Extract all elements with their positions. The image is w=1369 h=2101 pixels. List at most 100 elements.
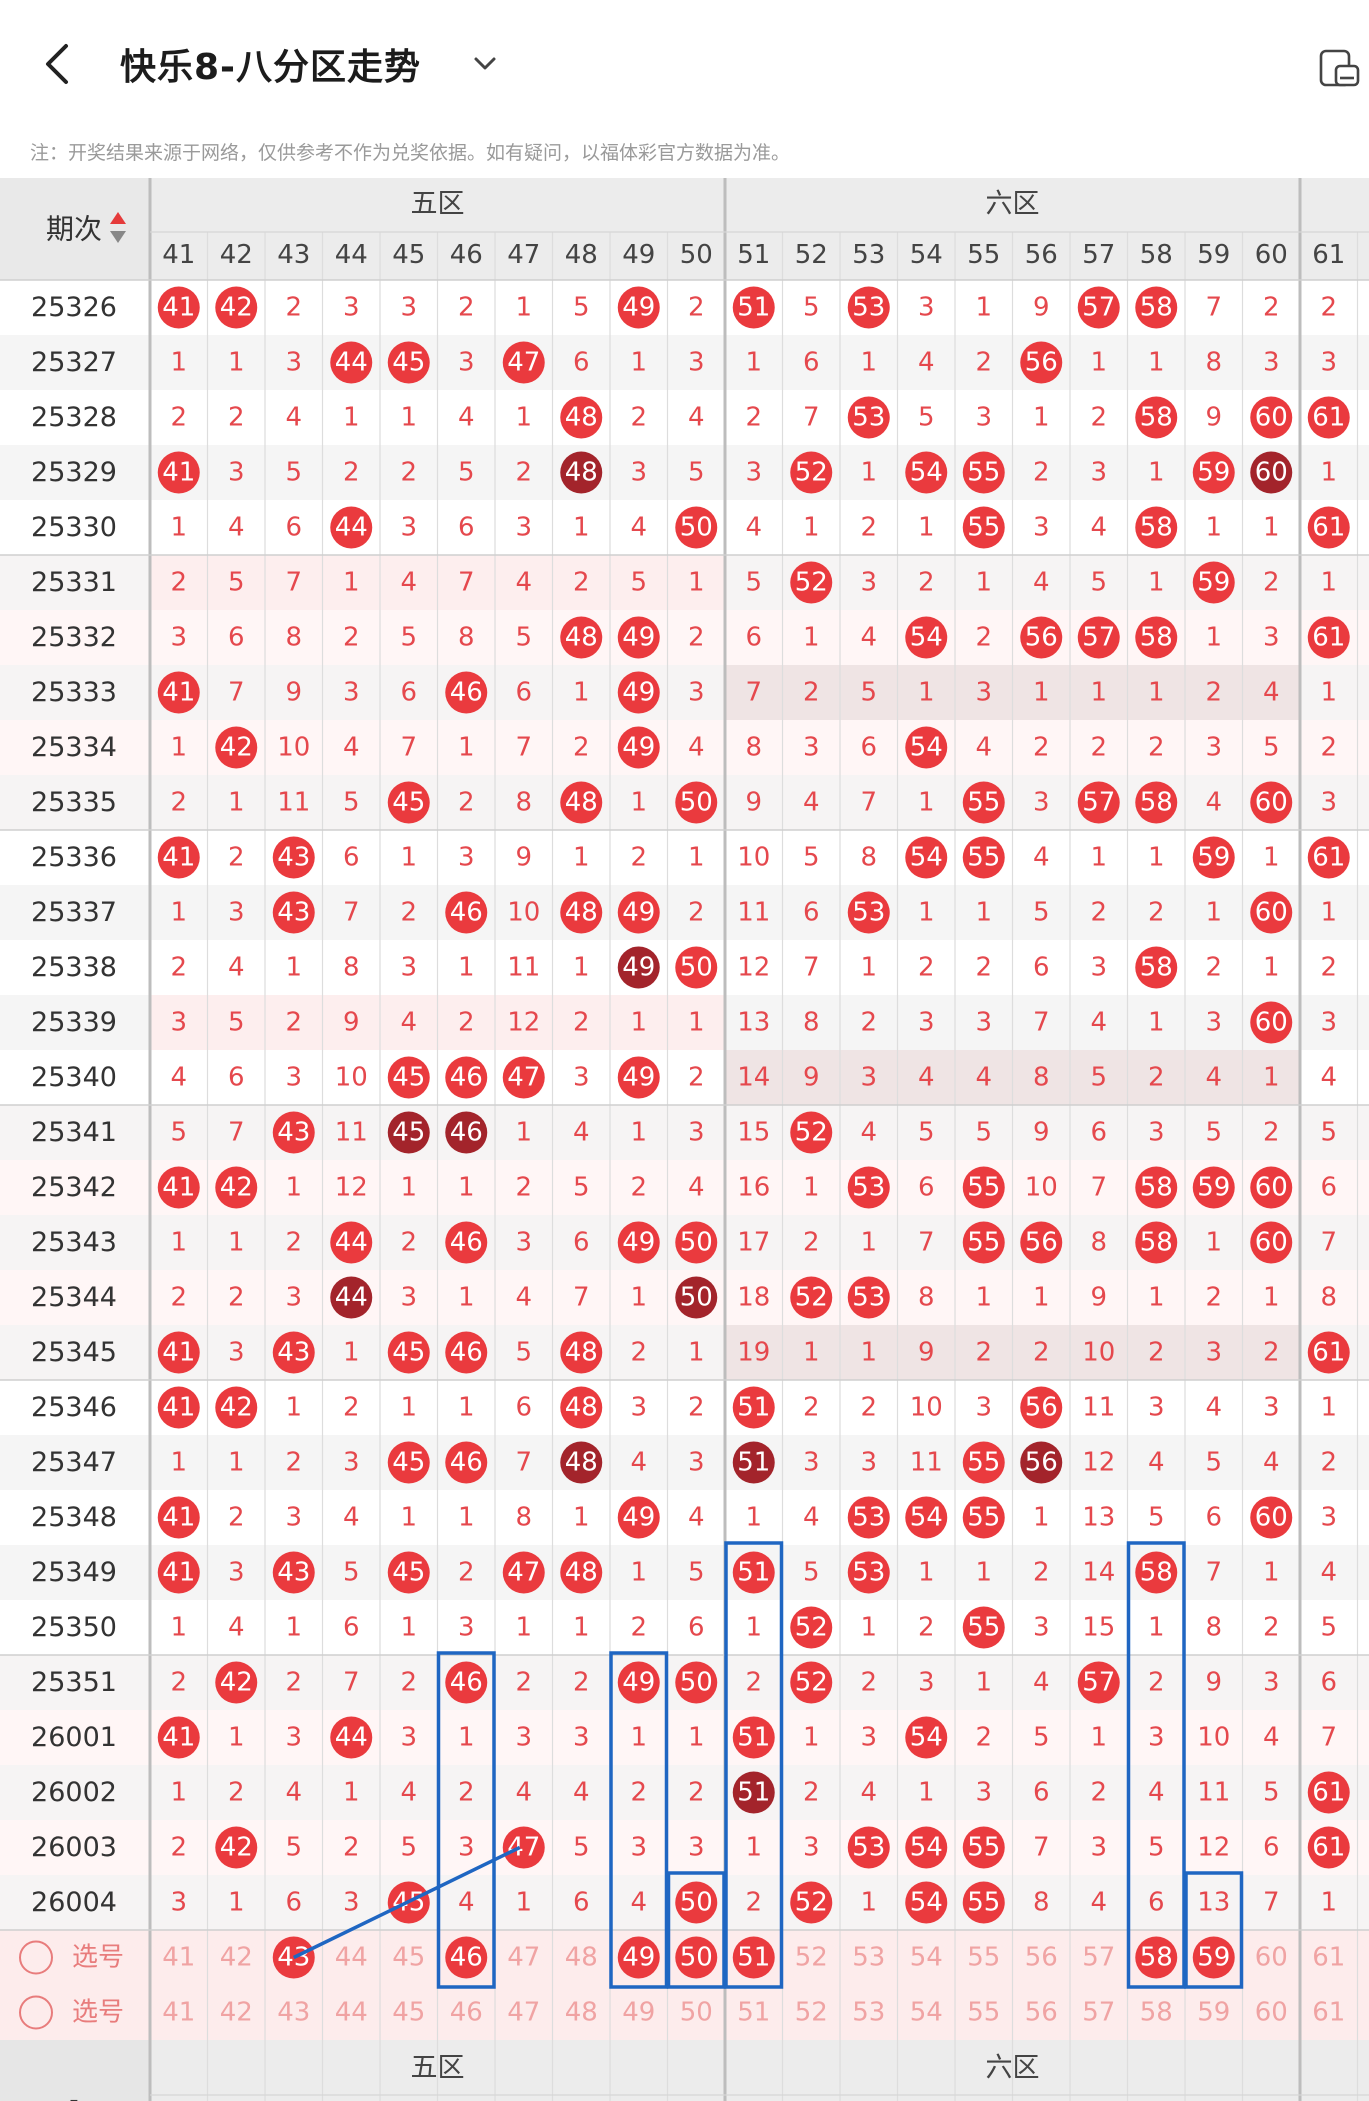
hit-number: 57 — [1082, 788, 1115, 818]
select-radio-icon[interactable] — [19, 1995, 53, 2030]
miss-count: 1 — [1033, 403, 1050, 433]
miss-count: 2 — [573, 1008, 590, 1038]
miss-count: 9 — [1090, 1283, 1107, 1313]
hit-ball — [502, 1056, 545, 1099]
hit-ball — [732, 286, 775, 329]
hit-ball — [617, 616, 660, 659]
miss-count: 3 — [1090, 1833, 1107, 1863]
select-number: 49 — [622, 1998, 655, 2028]
miss-count: 16 — [737, 1173, 770, 1203]
select-radio-icon[interactable] — [19, 1940, 53, 1975]
hit-ball — [847, 396, 890, 439]
hit-number: 49 — [622, 1503, 655, 1533]
miss-count: 2 — [745, 1668, 762, 1698]
hit-number: 60 — [1255, 1173, 1288, 1203]
period-cell: 25330 — [31, 512, 117, 543]
miss-count: 2 — [1263, 1338, 1280, 1368]
hit-number: 56 — [1025, 1228, 1058, 1258]
miss-count: 4 — [1320, 1558, 1337, 1588]
miss-count: 1 — [803, 623, 820, 653]
hit-number: 46 — [450, 1063, 483, 1093]
miss-count: 1 — [918, 1778, 935, 1808]
select-row[interactable] — [0, 1985, 1369, 2040]
layout-toggle-icon[interactable] — [1318, 46, 1362, 90]
miss-count: 1 — [1090, 678, 1107, 708]
chevron-down-icon[interactable] — [470, 48, 500, 78]
miss-count: 9 — [803, 1063, 820, 1093]
page-title[interactable]: 快乐8-八分区走势 — [120, 47, 421, 88]
hit-ball — [157, 671, 200, 714]
hit-number: 52 — [795, 458, 828, 488]
miss-count: 1 — [975, 1668, 992, 1698]
miss-count: 3 — [1320, 1008, 1337, 1038]
select-number: 48 — [565, 1943, 598, 1973]
miss-count: 5 — [400, 1833, 417, 1863]
column-header: 48 — [565, 240, 598, 270]
miss-count: 1 — [860, 1888, 877, 1918]
sort-up-icon[interactable] — [110, 212, 126, 224]
back-icon[interactable] — [38, 40, 78, 88]
table-row — [0, 445, 1369, 500]
hit-ball — [962, 1606, 1005, 1649]
select-number: 48 — [565, 1998, 598, 2028]
hit-ball — [215, 286, 258, 329]
top-bar: 快乐8-八分区走势 注：开奖结果来源于网络，仅供参考不作为兑奖依据。如有疑问，以… — [0, 0, 1369, 164]
hit-number: 58 — [1140, 1228, 1173, 1258]
hit-ball — [962, 1221, 1005, 1264]
column-header: 58 — [1140, 240, 1173, 270]
period-cell: 25333 — [31, 677, 117, 708]
miss-count: 5 — [688, 1558, 705, 1588]
miss-count: 6 — [1033, 1778, 1050, 1808]
selected-ball[interactable] — [675, 1936, 718, 1979]
hit-number: 48 — [565, 1338, 598, 1368]
hit-number: 54 — [910, 623, 943, 653]
miss-count: 3 — [1263, 1393, 1280, 1423]
hit-number: 43 — [277, 1118, 310, 1148]
miss-count: 1 — [515, 293, 532, 323]
hit-ball — [1307, 616, 1350, 659]
hit-number: 54 — [910, 458, 943, 488]
miss-count: 10 — [737, 843, 770, 873]
miss-count: 10 — [1082, 1338, 1115, 1368]
miss-count: 2 — [343, 458, 360, 488]
hit-number: 60 — [1255, 458, 1288, 488]
miss-count: 3 — [170, 1008, 187, 1038]
miss-count: 1 — [918, 788, 935, 818]
hit-ball — [732, 1386, 775, 1429]
selected-ball[interactable] — [1135, 1936, 1178, 1979]
miss-count: 2 — [400, 898, 417, 928]
hit-ball — [617, 286, 660, 329]
miss-count: 4 — [688, 733, 705, 763]
miss-count: 4 — [228, 953, 245, 983]
hit-number: 51 — [737, 1393, 770, 1423]
hit-number: 44 — [335, 1723, 368, 1753]
selected-ball[interactable] — [732, 1936, 775, 1979]
miss-count: 3 — [1263, 348, 1280, 378]
period-cell: 25338 — [31, 952, 117, 983]
selected-ball[interactable] — [1192, 1936, 1235, 1979]
hit-ball — [1077, 1661, 1120, 1704]
miss-count: 3 — [458, 1613, 475, 1643]
hit-ball — [732, 1441, 775, 1484]
column-header: 49 — [622, 240, 655, 270]
miss-count: 6 — [745, 623, 762, 653]
selected-ball[interactable] — [445, 1936, 488, 1979]
miss-count: 2 — [860, 1393, 877, 1423]
miss-count: 3 — [515, 1723, 532, 1753]
miss-count: 2 — [630, 843, 647, 873]
selected-ball[interactable] — [617, 1936, 660, 1979]
miss-count: 1 — [1033, 1283, 1050, 1313]
hit-ball — [330, 1221, 373, 1264]
sort-down-icon[interactable] — [110, 231, 126, 243]
miss-count: 4 — [688, 1173, 705, 1203]
miss-count: 1 — [228, 1228, 245, 1258]
miss-count: 6 — [1033, 953, 1050, 983]
miss-count: 1 — [975, 568, 992, 598]
hit-ball — [675, 1881, 718, 1924]
miss-count: 1 — [400, 843, 417, 873]
period-cell: 25346 — [31, 1392, 117, 1423]
hit-number: 58 — [1140, 1173, 1173, 1203]
select-number: 46 — [450, 1998, 483, 2028]
miss-count: 8 — [285, 623, 302, 653]
miss-count: 3 — [688, 1833, 705, 1863]
